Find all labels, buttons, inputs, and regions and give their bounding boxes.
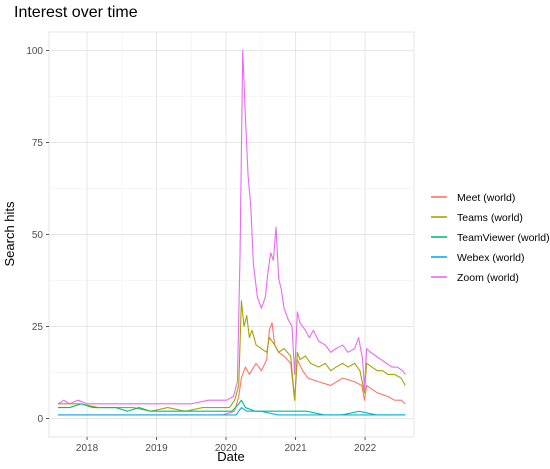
legend-label: TeamViewer (world) [457,232,550,244]
x-tick-label: 2019 [145,443,168,454]
legend: Meet (world) Teams (world) TeamViewer (wor… [431,192,550,284]
legend-label: Webex (world) [457,252,525,264]
y-tick-label: 0 [37,414,43,425]
x-axis-title: Date [217,449,244,464]
legend-item: Zoom (world) [431,272,519,284]
x-tick-label: 2018 [76,443,99,454]
y-axis: 0 25 50 75 100 [26,46,49,425]
y-tick-label: 25 [32,322,44,333]
legend-item: Teams (world) [431,212,523,224]
chart-title: Interest over time [14,4,138,21]
legend-label: Zoom (world) [457,272,519,284]
x-tick-label: 2021 [285,443,308,454]
y-tick-label: 75 [32,138,44,149]
series-lines [57,49,406,416]
legend-label: Meet (world) [457,192,515,204]
x-axis: 2018 2019 2020 2021 2022 [76,437,377,454]
series-line-4 [57,49,406,405]
legend-label: Teams (world) [457,212,523,224]
series-line-3 [57,407,406,416]
x-tick-label: 2020 [215,443,238,454]
legend-item: TeamViewer (world) [431,232,550,244]
y-axis-title: Search hits [2,201,17,267]
x-tick-label: 2022 [354,443,377,454]
legend-item: Meet (world) [431,192,515,204]
y-tick-label: 50 [32,230,44,241]
legend-item: Webex (world) [431,252,525,264]
y-tick-label: 100 [26,46,43,57]
